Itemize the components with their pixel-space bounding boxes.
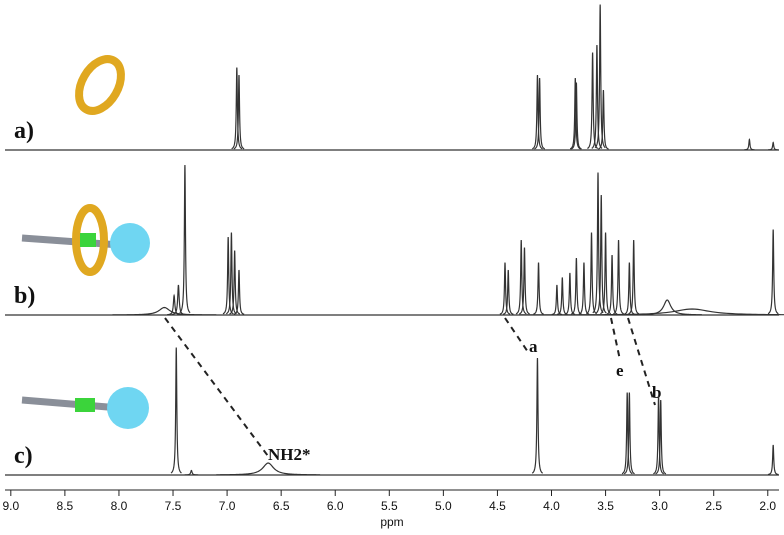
peak <box>167 293 182 316</box>
peak <box>592 172 604 314</box>
peak <box>564 272 576 315</box>
x-tick-label: 8.5 <box>57 499 74 513</box>
peak <box>184 469 199 476</box>
peak <box>179 164 191 314</box>
station-icon <box>80 233 96 247</box>
peak <box>233 74 245 150</box>
x-tick-label: 2.5 <box>705 499 722 513</box>
peak <box>532 74 543 150</box>
peak <box>578 262 590 315</box>
peak <box>533 262 544 315</box>
x-tick-label: 2.0 <box>759 499 776 513</box>
annotation: NH2* <box>268 445 311 464</box>
x-tick-label: 7.0 <box>219 499 236 513</box>
ring-icon <box>75 55 125 115</box>
peak <box>653 395 664 475</box>
dashed-connector <box>610 317 621 361</box>
peak <box>502 269 514 315</box>
spectrum-label: c) <box>14 443 33 469</box>
x-tick-label: 3.5 <box>597 499 614 513</box>
peak <box>216 462 321 476</box>
dashed-connector <box>504 317 529 353</box>
peak <box>569 77 581 150</box>
peak <box>531 357 543 474</box>
spectrum-label: b) <box>14 283 35 309</box>
x-tick-label: 5.0 <box>435 499 452 513</box>
x-axis-label: ppm <box>380 515 403 529</box>
spectrum-label: a) <box>14 118 34 144</box>
peak <box>586 232 597 315</box>
peak <box>112 306 217 316</box>
x-tick-label: 3.0 <box>651 499 668 513</box>
peak <box>595 194 607 314</box>
peak <box>515 239 527 315</box>
annotation: a <box>529 337 538 356</box>
peak <box>534 77 545 150</box>
peak <box>519 308 784 316</box>
peak <box>655 399 667 475</box>
peak <box>594 4 606 149</box>
peak <box>623 392 635 475</box>
x-tick-label: 5.5 <box>381 499 398 513</box>
peak <box>551 284 563 316</box>
peak <box>613 239 624 315</box>
peak <box>519 247 530 315</box>
x-tick-label: 4.0 <box>543 499 560 513</box>
stopper-icon <box>107 387 149 429</box>
peak <box>606 254 618 315</box>
annotation: b <box>652 383 661 402</box>
peak <box>225 232 237 315</box>
stopper-icon <box>110 223 150 263</box>
dashed-connector <box>627 317 656 406</box>
peak <box>229 250 241 315</box>
peak <box>628 239 640 315</box>
peak <box>767 444 779 476</box>
peak <box>744 138 755 151</box>
x-tick-label: 4.5 <box>489 499 506 513</box>
dashed-connector <box>164 317 269 457</box>
peak <box>767 229 779 315</box>
x-tick-label: 8.0 <box>111 499 128 513</box>
annotation: e <box>616 361 624 380</box>
station-icon <box>75 398 95 412</box>
x-tick-label: 7.5 <box>165 499 182 513</box>
peak <box>624 262 635 315</box>
ring-icon <box>72 204 108 276</box>
connectors <box>164 317 656 457</box>
peak <box>570 82 582 150</box>
peak <box>233 269 245 315</box>
peak <box>170 347 182 474</box>
x-tick-label: 6.0 <box>327 499 344 513</box>
x-tick-label: 6.5 <box>273 499 290 513</box>
icons <box>21 55 150 429</box>
x-tick-label: 9.0 <box>2 499 19 513</box>
peak <box>570 257 582 315</box>
peak <box>768 141 779 151</box>
peak <box>231 67 243 150</box>
peak <box>171 284 186 316</box>
peak <box>621 392 633 475</box>
peak <box>499 262 511 315</box>
peak <box>598 89 609 150</box>
axle-icon <box>21 396 121 412</box>
